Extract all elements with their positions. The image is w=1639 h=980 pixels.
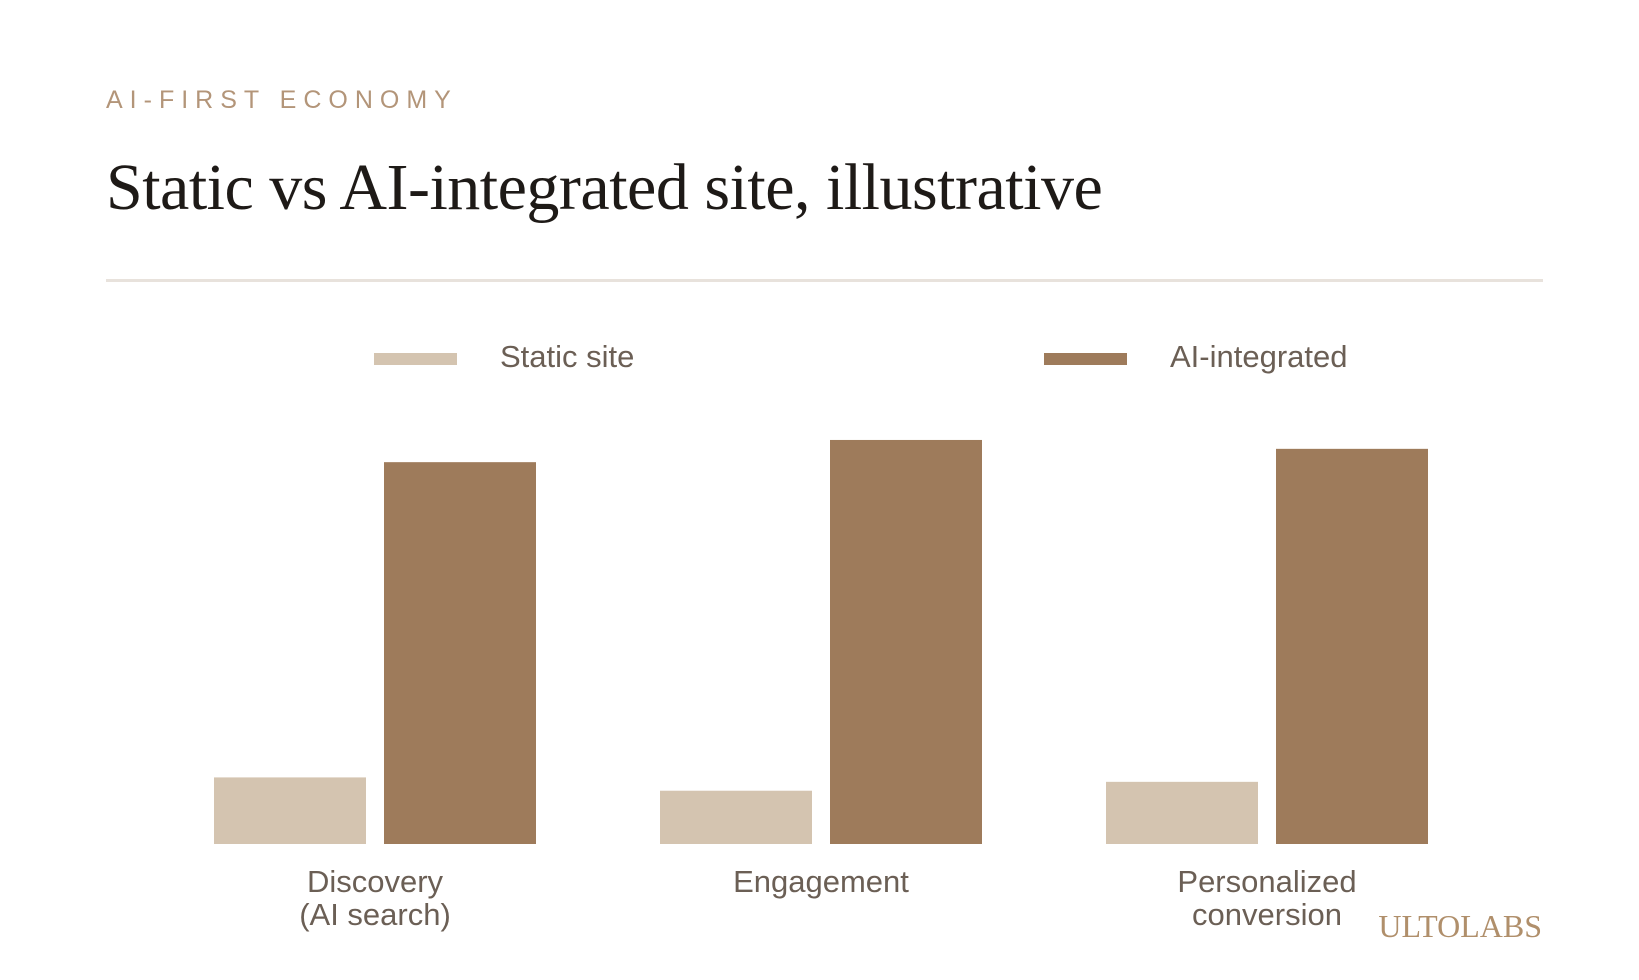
category-labels: Discovery(AI search) Engagement Personaliz… xyxy=(299,864,1356,932)
legend-label-static: Static site xyxy=(500,339,634,374)
category-label-2-line-0: Personalized xyxy=(1177,864,1356,899)
legend-label-ai: AI-integrated xyxy=(1170,339,1348,374)
title-divider xyxy=(106,279,1543,282)
bar-static-1 xyxy=(660,790,812,844)
category-label-2-line-1: conversion xyxy=(1192,897,1342,932)
bar-static-2 xyxy=(1106,781,1258,844)
eyebrow-label: AI-FIRST ECONOMY xyxy=(106,86,458,114)
bar-ai-0 xyxy=(384,462,536,844)
bar-ai-1 xyxy=(830,439,982,844)
bar-ai-2 xyxy=(1276,448,1428,844)
category-label-0-line-0: Discovery xyxy=(307,864,444,899)
legend: Static site AI-integrated xyxy=(374,339,1348,374)
page-title: Static vs AI-integrated site, illustrati… xyxy=(106,151,1103,224)
bar-static-0 xyxy=(214,777,366,844)
bars-group xyxy=(214,439,1428,844)
legend-swatch-static xyxy=(374,353,457,365)
category-label-0-line-1: (AI search) xyxy=(299,897,451,932)
legend-swatch-ai xyxy=(1044,353,1127,365)
category-label-1-line-0: Engagement xyxy=(733,864,909,899)
brand-logo: ULTOLABS xyxy=(1378,908,1542,944)
